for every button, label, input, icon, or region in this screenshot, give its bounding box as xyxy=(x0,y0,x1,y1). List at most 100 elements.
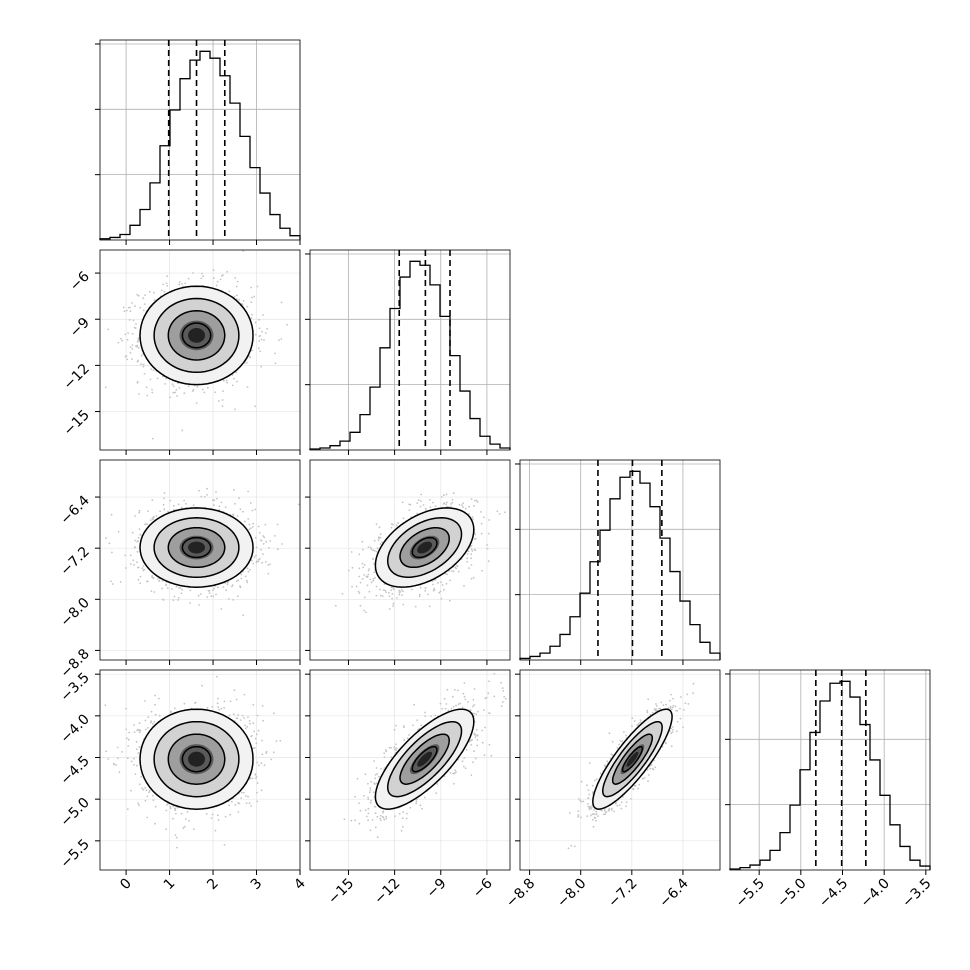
data-point xyxy=(367,573,370,576)
data-point xyxy=(134,515,137,517)
data-point xyxy=(363,609,365,612)
data-point xyxy=(359,581,362,584)
data-point xyxy=(191,390,194,392)
data-point xyxy=(212,277,215,280)
data-point xyxy=(265,541,268,543)
data-point xyxy=(203,391,206,394)
data-point xyxy=(438,591,441,594)
data-point xyxy=(442,494,445,497)
data-point xyxy=(165,282,168,285)
data-point xyxy=(351,585,353,588)
data-point xyxy=(163,492,166,494)
data-point xyxy=(384,589,386,592)
data-point xyxy=(224,506,227,508)
data-point xyxy=(471,516,474,518)
data-point xyxy=(156,377,159,380)
data-point xyxy=(372,549,375,552)
data-point xyxy=(258,340,261,342)
contour-line xyxy=(181,536,212,559)
data-point xyxy=(220,608,223,610)
data-point xyxy=(414,605,417,608)
data-point xyxy=(358,592,361,594)
data-point xyxy=(111,583,114,585)
data-point xyxy=(351,566,354,569)
data-point xyxy=(434,505,437,507)
data-point xyxy=(215,497,218,500)
data-point xyxy=(124,567,127,569)
data-point xyxy=(373,571,376,574)
data-point xyxy=(249,356,252,359)
data-point xyxy=(137,566,140,569)
data-point xyxy=(280,301,283,304)
data-point xyxy=(164,383,167,385)
data-point xyxy=(244,575,247,578)
data-point xyxy=(124,554,127,557)
data-point xyxy=(213,587,215,590)
data-point xyxy=(117,530,120,533)
data-point xyxy=(137,294,140,297)
data-point xyxy=(397,522,400,525)
histogram-step xyxy=(729,680,931,870)
data-point xyxy=(126,808,129,811)
data-point xyxy=(162,503,165,506)
data-point xyxy=(260,338,263,341)
data-point xyxy=(392,523,394,526)
data-point xyxy=(362,548,364,551)
panel-frame xyxy=(99,459,301,661)
data-point xyxy=(147,727,149,729)
data-point xyxy=(135,345,137,347)
data-point xyxy=(368,590,371,593)
data-point xyxy=(126,338,129,341)
data-point xyxy=(206,386,209,389)
data-point xyxy=(162,283,165,286)
data-point xyxy=(119,581,122,583)
data-point xyxy=(138,511,141,514)
data-point xyxy=(450,503,452,505)
data-point xyxy=(161,587,164,590)
data-point xyxy=(135,323,137,325)
density-fill xyxy=(188,328,205,343)
data-point xyxy=(130,789,132,792)
data-point xyxy=(235,580,238,582)
data-point xyxy=(262,314,264,316)
data-point xyxy=(257,525,260,528)
data-point xyxy=(117,341,120,344)
data-point xyxy=(131,344,134,346)
data-point xyxy=(139,582,142,585)
data-point xyxy=(388,595,391,597)
data-point xyxy=(396,597,398,599)
data-point xyxy=(276,548,279,551)
data-point xyxy=(110,580,112,583)
data-point xyxy=(124,355,127,358)
data-point xyxy=(218,508,221,511)
data-point xyxy=(129,310,132,313)
data-point xyxy=(470,557,472,560)
data-point xyxy=(223,700,226,703)
data-point xyxy=(247,518,250,520)
data-point xyxy=(222,586,225,588)
data-point xyxy=(254,536,257,539)
data-point xyxy=(105,537,107,540)
data-point xyxy=(120,337,122,340)
data-point xyxy=(378,526,381,529)
data-point xyxy=(496,510,499,513)
data-point xyxy=(487,560,490,563)
data-point xyxy=(470,498,473,500)
data-point xyxy=(429,506,432,509)
data-point xyxy=(362,566,365,569)
data-point xyxy=(226,270,229,273)
data-point xyxy=(221,405,224,407)
data-point xyxy=(454,566,457,569)
data-point xyxy=(124,333,127,336)
data-point xyxy=(439,590,442,593)
data-point xyxy=(165,809,168,812)
panel-frame xyxy=(519,459,721,661)
histogram-panel-1 xyxy=(305,249,511,451)
data-point xyxy=(153,291,155,294)
density-fill xyxy=(188,541,205,554)
data-point xyxy=(253,295,256,298)
data-point xyxy=(240,573,243,576)
data-point xyxy=(392,602,395,605)
scatter-panel-1-0 xyxy=(99,249,301,451)
data-point xyxy=(142,565,145,567)
